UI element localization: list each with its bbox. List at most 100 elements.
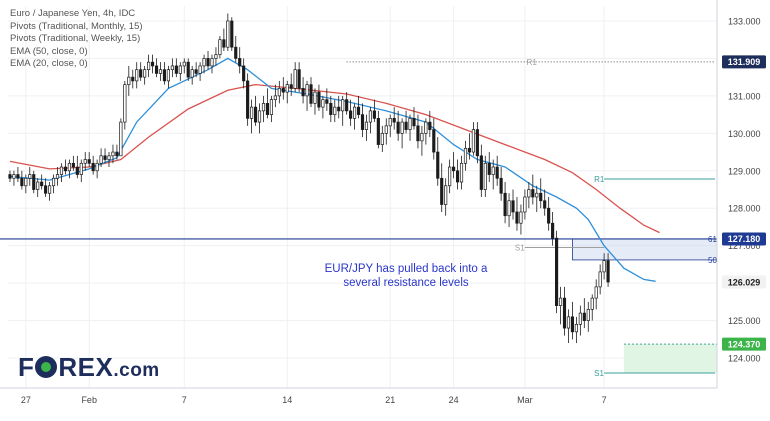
candle [246,73,250,126]
candle-body [297,69,301,89]
candle [143,65,147,85]
candle [24,174,28,194]
candle-body [539,192,543,202]
candle [503,182,507,224]
y-tick-label: 131.000 [728,91,761,101]
legend-pivots-monthly: Pivots (Traditional, Monthly, 15) [10,20,143,32]
candle-body [12,174,16,179]
candle [325,88,329,111]
candle [412,107,416,130]
candle [309,77,313,108]
candle [487,152,491,183]
x-tick-label: 7 [182,395,187,405]
candle-body [452,166,456,172]
candle-body [388,118,392,127]
annotation-line-2: several resistance levels [343,277,469,289]
candle [519,204,523,235]
candle [12,170,16,186]
candle-body [293,69,297,89]
candle-body [562,297,567,329]
candle [170,58,174,78]
fib-label: 50 [708,256,717,265]
candle-body [99,155,103,164]
candle-body [103,155,107,160]
candle [139,62,143,81]
candle-body [154,65,159,74]
candle [91,155,95,175]
candle-body [273,95,277,100]
y-tick-label: 125.000 [728,316,761,326]
candle-body [364,121,369,130]
candle [79,159,83,183]
candle-body [261,103,266,112]
candle-body [349,110,353,119]
candle [158,62,163,81]
candle-body [28,174,32,179]
candle [566,309,571,344]
candle [360,103,365,138]
candle [162,62,167,85]
candle-body [400,121,404,134]
ema-lines [9,57,660,282]
chart-legend: Euro / Japanese Yen, 4h, IDC Pivots (Tra… [10,8,143,71]
price-tags: 131.909 127.180 126.029 124.370 [722,55,766,351]
candle-body [55,174,60,179]
candle-body [83,159,87,164]
logo-suffix: .com [113,360,160,381]
zones [572,238,718,374]
candle-body [87,159,91,164]
logo-letter-f: F [18,352,35,382]
legend-pivots-weekly: Pivots (Traditional, Weekly, 15) [10,33,141,44]
candle [198,62,202,81]
x-axis: 27 Feb 7 14 21 24 Mar 7 [0,387,717,405]
candle [226,13,230,51]
candle-body [325,99,329,104]
candle [380,125,384,153]
candle-body [95,162,99,172]
x-tick-label: 24 [449,395,459,405]
candle-body [214,54,218,59]
candle-body [194,69,198,74]
candle-body [135,69,139,82]
candle [376,110,380,149]
candle [202,54,206,74]
candle-body [519,211,523,224]
candle-body [543,200,547,209]
candle-body [222,39,226,48]
y-tick-label: 127.000 [728,241,761,251]
candle [345,92,349,115]
candle-body [269,99,273,115]
candle-body [202,58,206,67]
candle-body [79,162,83,175]
price-tag-label: 126.029 [728,277,761,287]
candle-body [198,65,202,74]
candle-body [131,76,135,82]
grid [8,6,717,388]
price-tag-label: 124.370 [728,339,761,349]
candle [531,174,535,205]
candle-body [420,132,424,142]
candle-body [182,61,186,67]
candle-body [511,200,515,213]
candle-body [250,106,254,119]
chart-annotation: EUR/JPY has pulled back into a several r… [300,262,512,290]
candle [515,197,519,231]
candle-body [277,88,281,97]
candle [432,118,436,160]
candle [475,122,479,164]
candle-body [527,189,531,198]
candle [408,114,412,141]
candle [356,95,361,119]
candle-body [115,151,119,157]
candle-body [455,170,460,183]
candle-body [75,166,79,175]
price-tag: 127.180 [722,232,766,246]
candle-body [380,132,384,145]
candle-body [71,162,75,168]
candle-body [582,312,586,321]
x-tick-label: 27 [21,395,31,405]
candle [428,110,432,138]
candle-body [186,61,190,78]
fib-zone [572,238,718,261]
candle-body [238,58,242,67]
